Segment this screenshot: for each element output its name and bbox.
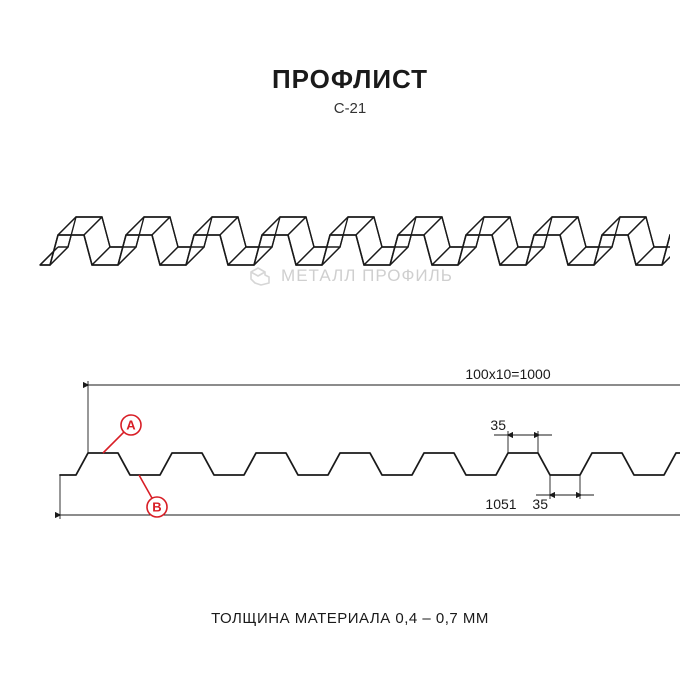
watermark: МЕТАЛЛ ПРОФИЛЬ	[0, 265, 700, 287]
svg-text:100x10=1000: 100x10=1000	[465, 366, 550, 382]
technical-drawing: 100x10=10003535211051AB	[20, 355, 680, 545]
page: ПРОФЛИСТ С-21 МЕТАЛЛ ПРОФИЛЬ 100x10=1000…	[0, 0, 700, 700]
page-subtitle: С-21	[0, 100, 700, 117]
svg-text:B: B	[152, 500, 161, 515]
logo-icon	[247, 265, 273, 287]
svg-text:35: 35	[490, 417, 506, 433]
watermark-text: МЕТАЛЛ ПРОФИЛЬ	[281, 266, 453, 286]
svg-text:1051: 1051	[485, 496, 516, 512]
page-title: ПРОФЛИСТ	[0, 64, 700, 95]
svg-text:35: 35	[532, 496, 548, 512]
thickness-note: ТОЛЩИНА МАТЕРИАЛА 0,4 – 0,7 ММ	[0, 610, 700, 627]
svg-text:A: A	[126, 418, 136, 433]
